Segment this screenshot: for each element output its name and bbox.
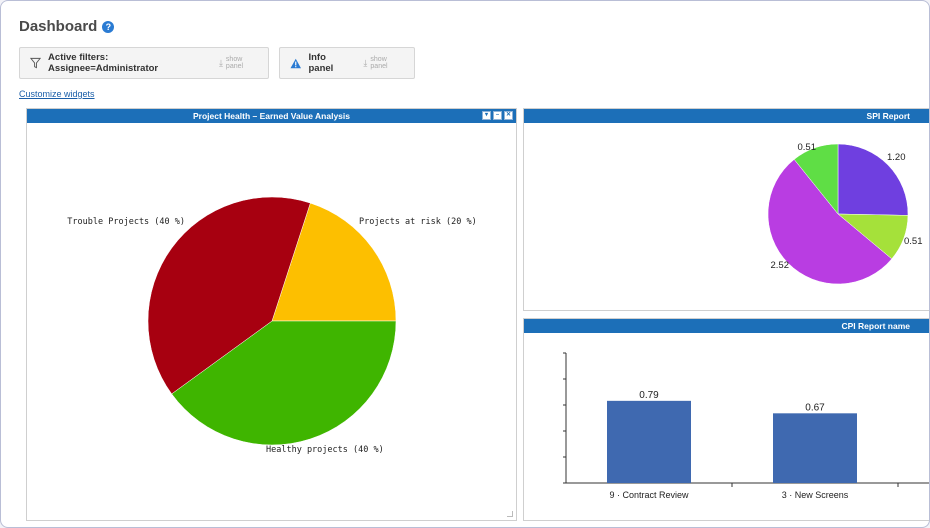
filter-icon	[30, 57, 42, 69]
project-health-title: Project Health – Earned Value Analysis	[192, 111, 350, 121]
spi-slice-label: 0.51	[904, 236, 923, 247]
cpi-title-bar: CPI Report name	[524, 319, 929, 333]
cpi-bar-chart: 0.79 9 · Contract Review 0.67 3 · New Scree…	[563, 352, 929, 500]
download-icon: ⤓	[363, 57, 368, 68]
info-panel-label: Info panel	[308, 52, 334, 74]
widget-controls: ▾ – ✕	[482, 111, 513, 120]
active-filters-show-panel[interactable]: ⤓ show panel	[219, 56, 258, 70]
spi-slice[interactable]	[793, 143, 839, 215]
health-slice[interactable]	[271, 202, 397, 322]
cpi-bar[interactable]	[773, 413, 857, 483]
health-slice-label: Healthy projects (40 %)	[266, 445, 384, 455]
health-slice-label: Trouble Projects (40 %)	[67, 217, 185, 227]
info-panel-box: Info panel ⤓ show panel	[279, 47, 415, 79]
download-icon: ⤓	[218, 57, 223, 68]
project-health-widget: Project Health – Earned Value Analysis ▾…	[26, 108, 517, 521]
warning-icon	[290, 58, 302, 68]
minimize-icon[interactable]: –	[493, 111, 502, 120]
active-filters-label: Active filters: Assignee=Administrator	[48, 52, 159, 74]
show-panel-label: show panel	[225, 56, 244, 70]
health-slice[interactable]	[147, 196, 311, 395]
project-health-title-bar: Project Health – Earned Value Analysis ▾…	[27, 109, 516, 123]
collapse-icon[interactable]: ▾	[482, 111, 491, 120]
health-slice[interactable]	[171, 320, 397, 446]
resize-handle[interactable]	[507, 511, 513, 517]
health-slice-label: Projects at risk (20 %)	[359, 217, 477, 227]
active-filters-box: Active filters: Assignee=Administrator ⤓…	[19, 47, 269, 79]
info-panel-show-panel[interactable]: ⤓ show panel	[363, 56, 404, 70]
cpi-bar[interactable]	[607, 400, 691, 483]
cpi-bar-value-label: 0.67	[805, 402, 825, 413]
close-icon[interactable]: ✕	[504, 111, 513, 120]
spi-slice-label: 0.51	[798, 142, 817, 153]
spi-report-widget: SPI Report 1.20 0.51 2.52 0.51	[523, 108, 929, 311]
spi-title-bar: SPI Report	[524, 109, 929, 123]
spi-title: SPI Report	[866, 111, 910, 121]
project-health-pie-chart: Projects at risk (20 %) Healthy projects …	[67, 196, 477, 455]
spi-slice-label: 2.52	[771, 260, 790, 271]
show-panel-label: show panel	[370, 56, 388, 70]
spi-slice-label: 1.20	[887, 152, 906, 163]
spi-pie-chart: 1.20 0.51 2.52 0.51	[767, 142, 923, 285]
cpi-title: CPI Report name	[841, 321, 911, 331]
cpi-category-label: 9 · Contract Review	[609, 490, 689, 500]
spi-slice[interactable]	[767, 159, 893, 285]
spi-slice[interactable]	[837, 143, 909, 216]
cpi-bar-value-label: 0.79	[639, 390, 659, 401]
cpi-category-label: 3 · New Screens	[782, 490, 849, 500]
customize-widgets-link[interactable]: Customize widgets	[19, 89, 95, 99]
help-icon[interactable]: ?	[102, 20, 115, 33]
title-row: Dashboard ?	[19, 18, 115, 35]
cpi-report-widget: CPI Report name 0.79 9 · Contract Review 0…	[523, 318, 929, 521]
page-title: Dashboard	[19, 18, 98, 35]
